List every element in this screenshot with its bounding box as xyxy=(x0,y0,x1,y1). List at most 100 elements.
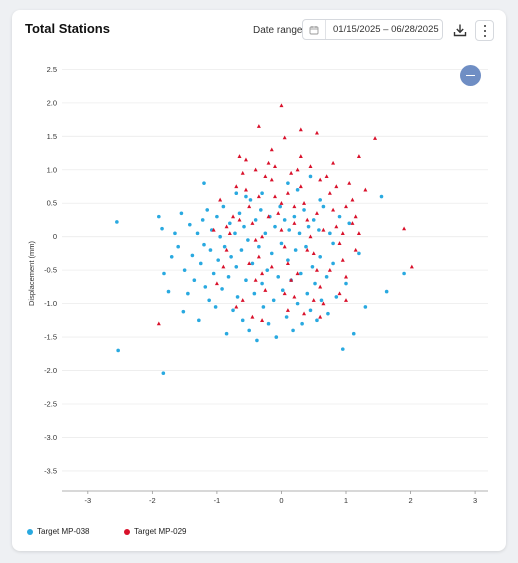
more-vertical-icon[interactable] xyxy=(475,20,494,41)
data-point-mp038 xyxy=(276,275,281,279)
data-point-mp038 xyxy=(299,271,303,276)
data-point-mp038 xyxy=(321,204,326,209)
data-point-mp038 xyxy=(260,191,264,195)
data-point-mp038 xyxy=(115,220,119,224)
data-point-mp029 xyxy=(221,264,226,269)
data-point-mp029 xyxy=(240,298,245,302)
data-point-mp038 xyxy=(215,214,219,219)
data-point-mp038 xyxy=(235,295,240,299)
data-point-mp038 xyxy=(200,218,205,222)
data-point-mp029 xyxy=(273,194,277,199)
data-point-mp038 xyxy=(197,318,201,323)
data-point-mp029 xyxy=(305,247,310,252)
data-point-mp029 xyxy=(334,224,339,229)
data-point-mp038 xyxy=(195,231,200,236)
data-point-mp038 xyxy=(166,289,171,294)
data-point-mp029 xyxy=(295,271,300,276)
data-point-mp038 xyxy=(291,328,295,333)
data-point-mp029 xyxy=(292,294,297,299)
data-point-mp029 xyxy=(279,103,284,108)
legend-item-mp029[interactable]: Target MP-029 xyxy=(124,527,186,536)
data-point-mp029 xyxy=(256,254,261,259)
data-point-mp038 xyxy=(265,268,270,272)
data-point-mp038 xyxy=(220,287,224,291)
y-tick-label: 2.5 xyxy=(47,65,57,74)
data-point-mp038 xyxy=(269,251,274,256)
data-point-mp038 xyxy=(228,221,232,226)
data-point-mp038 xyxy=(260,281,264,286)
data-point-mp038 xyxy=(216,258,220,262)
data-point-mp038 xyxy=(244,194,248,199)
data-point-mp038 xyxy=(116,348,120,353)
data-point-mp038 xyxy=(247,328,251,333)
data-point-mp029 xyxy=(266,214,271,219)
data-point-mp038 xyxy=(292,214,297,219)
chart-title: Total Stations xyxy=(25,21,110,36)
data-point-mp038 xyxy=(226,275,231,279)
data-point-mp029 xyxy=(243,157,248,162)
data-point-mp038 xyxy=(326,311,330,316)
data-point-mp038 xyxy=(331,261,335,266)
data-point-mp038 xyxy=(295,188,300,192)
x-tick-label: 3 xyxy=(473,496,477,505)
data-point-mp038 xyxy=(310,265,315,269)
data-point-mp029 xyxy=(279,201,284,205)
data-point-mp029 xyxy=(260,234,265,239)
data-point-mp038 xyxy=(259,208,263,212)
data-point-mp038 xyxy=(246,238,250,242)
data-point-mp029 xyxy=(256,194,261,199)
y-tick-label: -2.5 xyxy=(44,400,57,409)
data-point-mp029 xyxy=(327,190,332,195)
data-point-mp038 xyxy=(169,254,174,259)
data-point-mp038 xyxy=(248,198,253,202)
data-point-mp029 xyxy=(285,190,290,195)
data-point-mp038 xyxy=(173,231,177,236)
data-point-mp038 xyxy=(242,224,246,229)
data-point-mp029 xyxy=(318,314,323,319)
data-point-mp038 xyxy=(287,228,292,232)
zoom-reset-button[interactable] xyxy=(460,65,481,86)
data-point-mp038 xyxy=(357,251,361,256)
data-point-mp038 xyxy=(234,191,239,195)
data-point-mp029 xyxy=(308,234,313,239)
data-point-mp038 xyxy=(239,248,244,252)
data-point-mp029 xyxy=(285,308,290,312)
data-point-mp029 xyxy=(247,261,252,266)
data-point-mp038 xyxy=(363,305,368,309)
data-point-mp029 xyxy=(224,224,229,229)
calendar-icon[interactable] xyxy=(303,20,326,39)
data-point-mp029 xyxy=(218,197,223,202)
data-point-mp029 xyxy=(363,187,368,192)
data-point-mp038 xyxy=(315,318,319,323)
data-point-mp038 xyxy=(233,231,237,236)
x-tick-label: -3 xyxy=(84,496,91,505)
data-point-mp029 xyxy=(318,177,323,182)
data-point-mp029 xyxy=(269,147,274,152)
data-point-mp029 xyxy=(285,261,290,266)
y-tick-label: -3.0 xyxy=(44,433,57,442)
legend-swatch-mp029 xyxy=(124,528,130,535)
data-point-mp029 xyxy=(344,274,348,279)
date-range-picker[interactable]: 01/15/2025 – 06/28/2025 xyxy=(302,19,443,40)
data-point-mp029 xyxy=(231,214,236,219)
data-point-mp038 xyxy=(347,221,352,226)
data-point-mp029 xyxy=(263,174,268,179)
data-point-mp029 xyxy=(321,227,326,232)
data-point-mp038 xyxy=(250,261,255,266)
data-point-mp029 xyxy=(256,124,261,128)
data-point-mp038 xyxy=(319,298,324,303)
data-point-mp038 xyxy=(255,338,259,343)
data-point-mp038 xyxy=(337,214,342,219)
data-point-mp029 xyxy=(318,284,323,289)
data-point-mp038 xyxy=(284,315,289,319)
data-point-mp038 xyxy=(188,222,192,227)
data-point-mp029 xyxy=(337,291,342,296)
data-point-mp038 xyxy=(186,291,190,296)
data-point-mp029 xyxy=(269,177,274,182)
data-point-mp038 xyxy=(334,295,339,299)
x-axis-label: Displacement (mm) xyxy=(242,509,308,510)
data-point-mp038 xyxy=(234,265,239,269)
download-icon[interactable] xyxy=(450,20,470,40)
y-tick-label: 0.5 xyxy=(47,199,57,208)
legend-item-mp038[interactable]: Target MP-038 xyxy=(27,527,89,536)
